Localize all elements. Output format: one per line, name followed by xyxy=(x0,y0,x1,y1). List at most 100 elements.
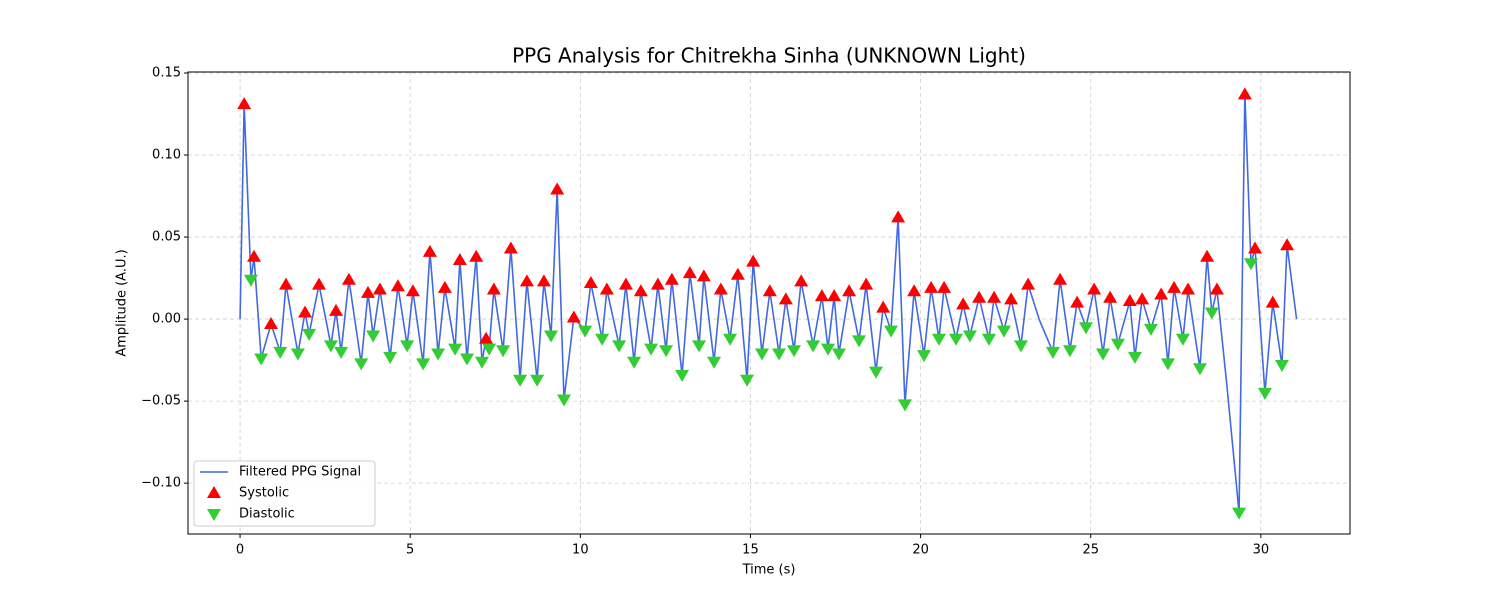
triangle-up xyxy=(730,267,745,280)
triangle-up xyxy=(1004,292,1019,305)
triangle-up xyxy=(814,289,829,302)
triangle-down xyxy=(916,350,931,363)
triangle-down xyxy=(831,348,846,361)
triangle-up xyxy=(1237,87,1252,100)
triangle-up xyxy=(891,210,906,223)
triangle-down xyxy=(416,358,431,371)
triangle-up xyxy=(859,277,874,290)
triangle-up xyxy=(827,289,842,302)
triangle-down xyxy=(659,345,674,358)
triangle-up xyxy=(1122,294,1137,307)
triangle-up xyxy=(536,274,551,287)
triangle-down xyxy=(1110,338,1125,351)
triangle-down xyxy=(243,274,258,287)
x-tick-label: 5 xyxy=(406,543,414,558)
triangle-down xyxy=(448,343,463,356)
legend-label: Filtered PPG Signal xyxy=(239,465,361,480)
triangle-up xyxy=(907,284,922,297)
triangle-down xyxy=(1204,307,1219,320)
triangle-down xyxy=(1045,346,1060,359)
y-tick-label: −0.05 xyxy=(141,394,181,409)
triangle-down xyxy=(707,356,722,369)
x-tick-label: 0 xyxy=(236,543,244,558)
x-tick-label: 20 xyxy=(912,543,929,558)
triangle-up xyxy=(794,274,809,287)
triangle-down xyxy=(981,333,996,346)
legend-box xyxy=(193,460,376,527)
triangle-up xyxy=(876,300,891,313)
triangle-down xyxy=(869,366,884,379)
triangle-down xyxy=(254,353,269,366)
triangle-up xyxy=(1103,290,1118,303)
triangle-up xyxy=(1070,295,1085,308)
x-axis-label: Time (s) xyxy=(742,563,796,578)
y-tick-label: 0.10 xyxy=(152,148,181,163)
legend-marker xyxy=(207,486,221,498)
triangle-down xyxy=(302,328,317,341)
x-tick-label: 15 xyxy=(742,543,759,558)
triangle-up xyxy=(341,272,356,285)
triangle-down xyxy=(496,345,511,358)
legend-marker xyxy=(207,509,221,521)
triangle-up xyxy=(1181,282,1196,295)
triangle-down xyxy=(273,346,288,359)
triangle-up xyxy=(842,284,857,297)
triangle-down xyxy=(366,330,381,343)
triangle-down xyxy=(787,345,802,358)
triangle-down xyxy=(334,346,349,359)
triangle-up xyxy=(469,249,484,262)
triangle-up xyxy=(479,331,494,344)
triangle-down xyxy=(431,348,446,361)
triangle-down xyxy=(996,325,1011,338)
triangle-down xyxy=(948,333,963,346)
triangle-down xyxy=(723,333,738,346)
triangle-down xyxy=(290,348,305,361)
triangle-up xyxy=(1209,282,1224,295)
triangle-up xyxy=(937,280,952,293)
triangle-up xyxy=(329,303,344,316)
y-tick-label: 0.05 xyxy=(152,230,181,245)
triangle-down xyxy=(354,358,369,371)
triangle-up xyxy=(599,282,614,295)
triangle-down xyxy=(1143,323,1158,336)
triangle-down xyxy=(1013,340,1028,353)
x-tick-label: 25 xyxy=(1082,543,1099,558)
y-tick-label: 0.00 xyxy=(152,312,181,327)
triangle-up xyxy=(618,277,633,290)
triangle-down xyxy=(1232,507,1247,520)
triangle-down xyxy=(740,374,755,387)
triangle-down xyxy=(530,374,545,387)
triangle-up xyxy=(1154,287,1169,300)
triangle-up xyxy=(1248,241,1263,254)
triangle-up xyxy=(1053,272,1068,285)
triangle-up xyxy=(312,277,327,290)
triangle-up xyxy=(987,290,1002,303)
triangle-down xyxy=(1175,333,1190,346)
x-tick-label: 10 xyxy=(572,543,589,558)
triangle-up xyxy=(372,282,387,295)
triangle-up xyxy=(650,277,665,290)
triangle-up xyxy=(247,249,262,262)
triangle-down xyxy=(1062,345,1077,358)
triangle-down xyxy=(627,356,642,369)
triangle-up xyxy=(664,272,679,285)
triangle-up xyxy=(762,284,777,297)
triangle-down xyxy=(1160,358,1175,371)
triangle-up xyxy=(278,277,293,290)
triangle-up xyxy=(298,305,313,318)
triangle-down xyxy=(1078,322,1093,335)
triangle-up xyxy=(1087,282,1102,295)
triangle-down xyxy=(612,340,627,353)
triangle-down xyxy=(931,333,946,346)
triangle-down xyxy=(400,340,415,353)
triangle-up xyxy=(583,275,598,288)
triangle-up xyxy=(437,280,452,293)
triangle-up xyxy=(633,284,648,297)
triangle-up xyxy=(486,282,501,295)
triangle-down xyxy=(513,374,528,387)
triangle-down xyxy=(897,399,912,412)
legend-label: Systolic xyxy=(239,486,289,501)
triangle-down xyxy=(1127,351,1142,364)
